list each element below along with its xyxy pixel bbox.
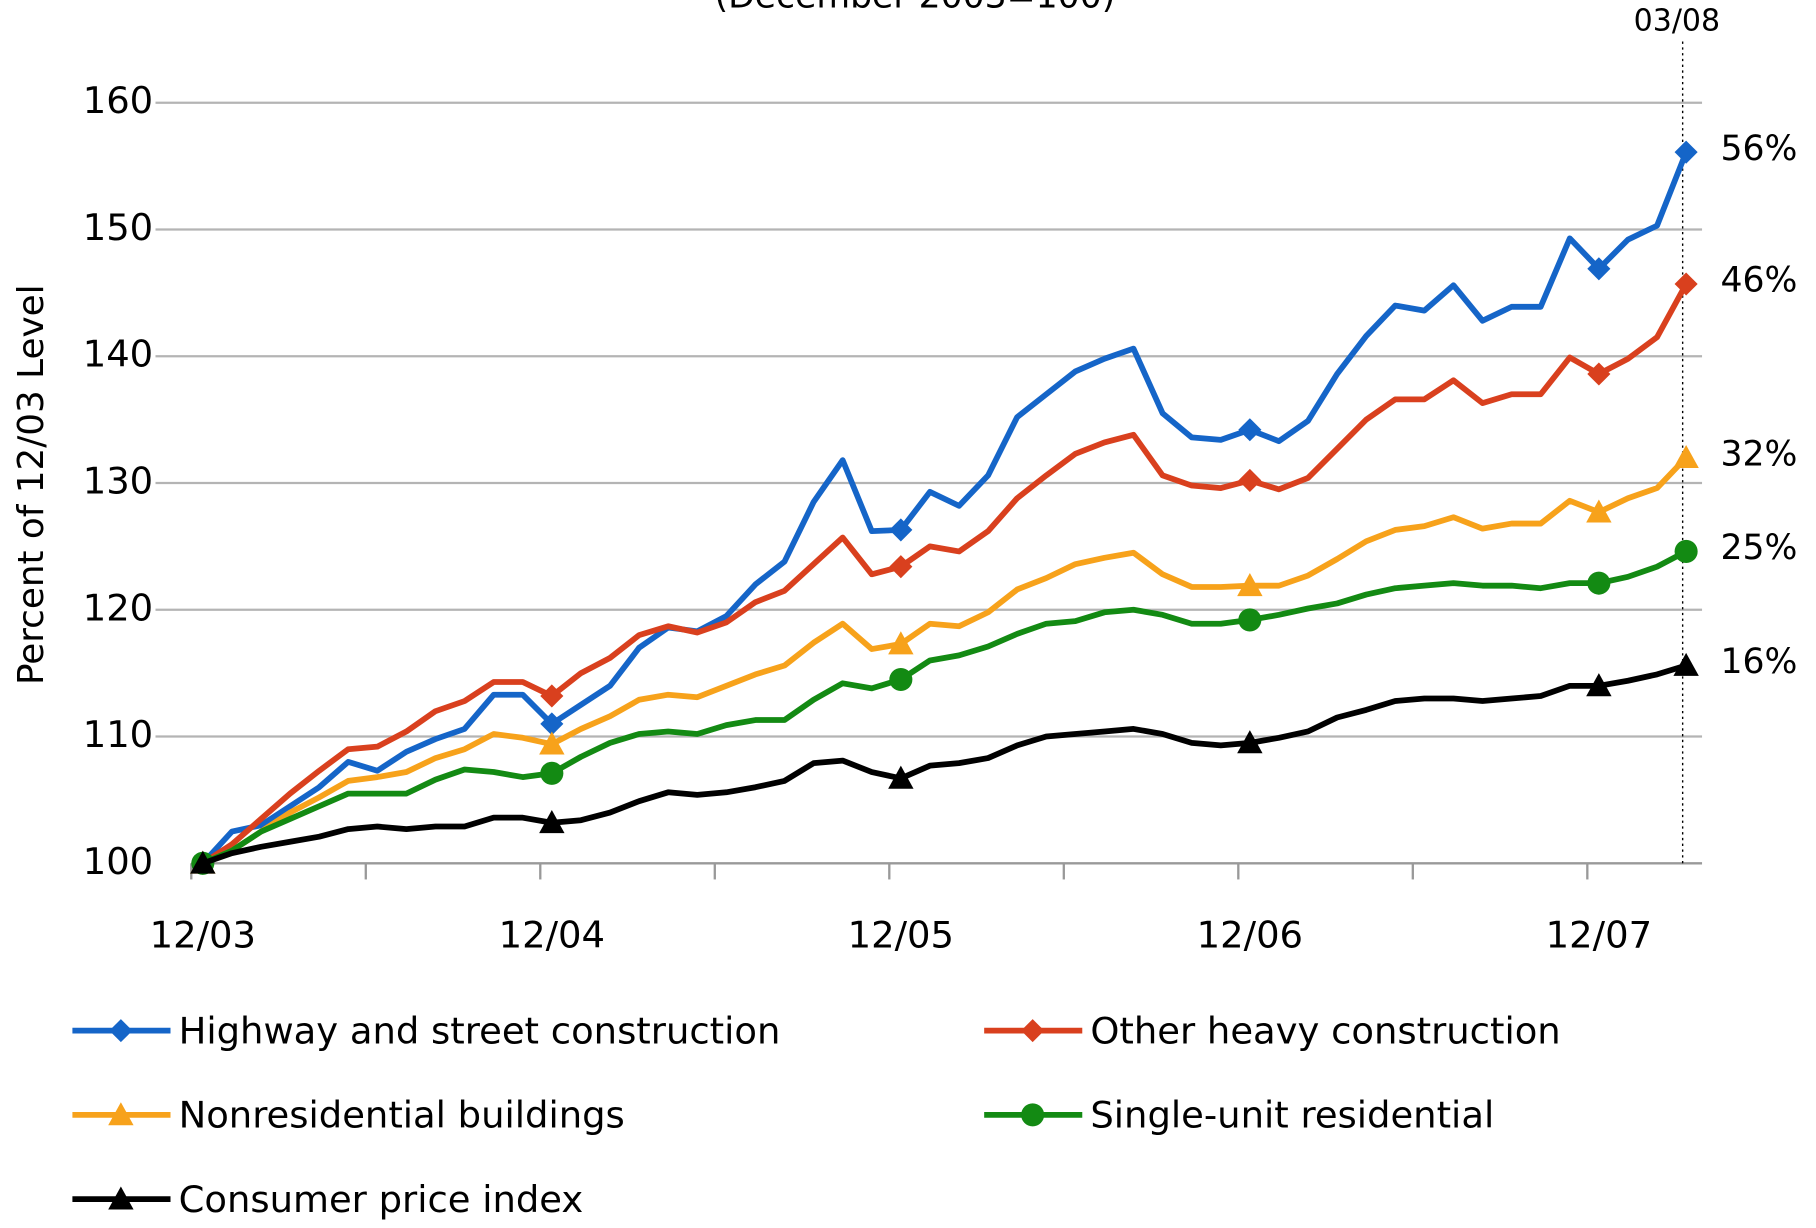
marker — [1238, 608, 1262, 632]
end-label: 25% — [1721, 528, 1798, 568]
marker — [1238, 468, 1262, 493]
marker — [1587, 571, 1611, 595]
x-tick-label: 12/05 — [848, 914, 954, 957]
series-line — [200, 151, 1689, 866]
y-axis-label: Percent of 12/03 Level — [11, 284, 52, 685]
series-line — [201, 455, 1689, 866]
end-label: 32% — [1721, 434, 1798, 474]
marker — [889, 555, 913, 579]
marker — [108, 1102, 134, 1126]
marker — [190, 850, 216, 874]
marker — [888, 765, 914, 789]
x-tick-label: 12/03 — [150, 914, 256, 957]
marker — [888, 631, 914, 655]
marker — [1021, 1019, 1045, 1043]
marker — [1674, 140, 1698, 164]
chart-subtitle: (December 2003=100) — [715, 0, 1116, 17]
marker — [1586, 673, 1612, 697]
y-tick-label: 110 — [83, 713, 153, 756]
marker — [1021, 1103, 1045, 1127]
end-date-label: 03/08 — [1634, 3, 1720, 38]
series-line — [201, 548, 1688, 866]
x-tick-label: 12/07 — [1546, 914, 1652, 957]
y-tick-label: 120 — [83, 586, 153, 629]
marker — [539, 731, 565, 755]
marker — [1586, 499, 1612, 523]
marker — [1238, 418, 1262, 442]
marker — [540, 684, 564, 708]
legend-label: Other heavy construction — [1090, 1009, 1560, 1052]
legend-label: Highway and street construction — [179, 1009, 781, 1052]
legend-label: Consumer price index — [179, 1178, 584, 1221]
marker — [1237, 730, 1263, 754]
marker — [1674, 272, 1698, 296]
marker — [889, 518, 913, 542]
end-label: 56% — [1721, 129, 1798, 169]
end-label: 46% — [1721, 261, 1798, 301]
end-label: 16% — [1721, 642, 1798, 682]
marker — [1587, 362, 1611, 386]
legend-label: Single-unit residential — [1090, 1094, 1494, 1137]
y-tick-label: 100 — [83, 840, 153, 883]
x-tick-label: 12/06 — [1197, 914, 1303, 957]
marker — [540, 761, 564, 785]
series-line — [201, 282, 1689, 866]
y-tick-label: 140 — [83, 333, 153, 376]
marker — [1587, 257, 1611, 281]
x-tick-label: 12/04 — [499, 914, 605, 957]
marker — [109, 1019, 133, 1043]
y-tick-label: 160 — [83, 79, 153, 122]
y-tick-label: 150 — [83, 206, 153, 249]
legend-label: Nonresidential buildings — [179, 1094, 625, 1137]
marker — [539, 810, 565, 834]
marker — [540, 712, 564, 736]
series-line — [201, 662, 1687, 867]
marker — [1673, 652, 1699, 676]
y-tick-label: 130 — [83, 460, 153, 503]
marker — [1237, 572, 1263, 597]
marker — [889, 667, 913, 692]
marker — [1673, 444, 1699, 469]
marker — [108, 1186, 134, 1210]
marker — [1674, 539, 1698, 563]
